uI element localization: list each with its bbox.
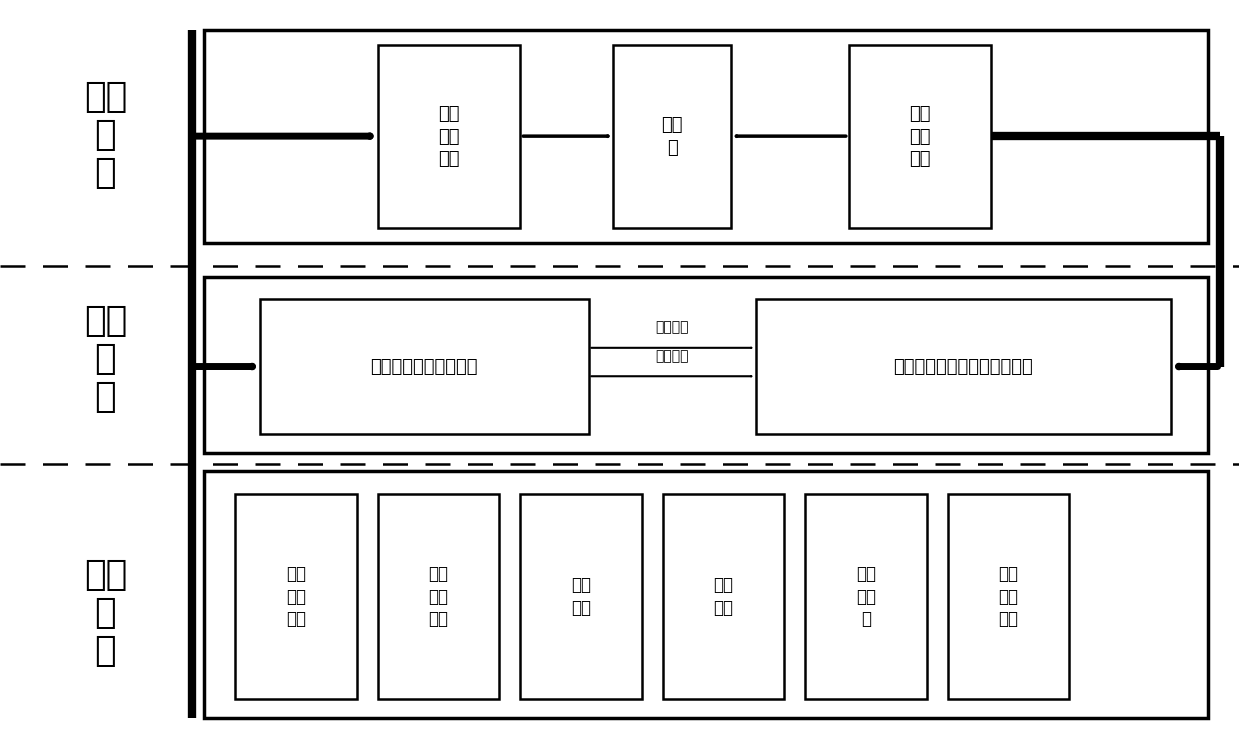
Text: 纵向比较: 纵向比较	[655, 349, 689, 363]
Text: 横向比较: 横向比较	[655, 320, 689, 334]
Bar	[235, 494, 357, 699]
Text: 运行
数据
监测: 运行 数据 监测	[286, 565, 306, 628]
Bar	[805, 494, 927, 699]
Text: 数据
显
示: 数据 显 示	[84, 79, 126, 190]
Text: 数据
管理: 数据 管理	[714, 577, 733, 616]
Text: 设备
列表
模式: 设备 列表 模式	[999, 565, 1018, 628]
Text: 组件
功率
衰减: 组件 功率 衰减	[909, 105, 930, 168]
Text: 接线
图模
式: 接线 图模 式	[856, 565, 876, 628]
Bar	[378, 45, 520, 228]
Text: 相关影响因子专家系统: 相关影响因子专家系统	[370, 358, 478, 375]
Bar	[260, 299, 589, 434]
Text: 智能
监
测: 智能 监 测	[84, 558, 126, 669]
Bar	[613, 45, 731, 228]
Text: 电站
运行
数据: 电站 运行 数据	[439, 105, 460, 168]
Bar	[520, 494, 642, 699]
Bar	[756, 299, 1171, 434]
Text: 智能
评
估: 智能 评 估	[84, 304, 126, 414]
Bar	[663, 494, 784, 699]
Bar	[849, 45, 991, 228]
Bar	[948, 494, 1069, 699]
Bar	[378, 494, 499, 699]
Bar	[204, 30, 1208, 243]
Text: 光伏组件衰减效率及质量考核: 光伏组件衰减效率及质量考核	[893, 358, 1033, 375]
Bar	[204, 277, 1208, 453]
Text: 故障
数据
监测: 故障 数据 监测	[429, 565, 449, 628]
Text: 监测
配置: 监测 配置	[571, 577, 591, 616]
Text: 曲线
图: 曲线 图	[662, 117, 683, 156]
Bar	[204, 471, 1208, 718]
